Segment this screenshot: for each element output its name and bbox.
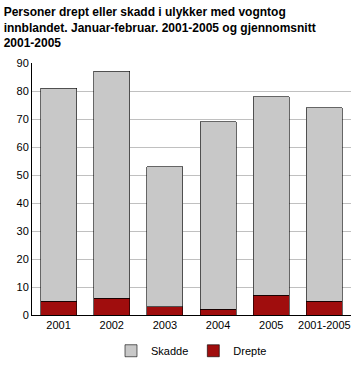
svg-text:50: 50 [17, 169, 29, 181]
svg-text:0: 0 [23, 309, 29, 321]
svg-text:2005: 2005 [259, 319, 283, 331]
svg-text:2001: 2001 [46, 319, 70, 331]
svg-text:30: 30 [17, 225, 29, 237]
svg-text:10: 10 [17, 281, 29, 293]
svg-text:20: 20 [17, 253, 29, 265]
svg-text:2003: 2003 [153, 319, 177, 331]
svg-text:Drepte: Drepte [233, 345, 266, 357]
svg-text:70: 70 [17, 113, 29, 125]
svg-text:Personer drept eller skadd i u: Personer drept eller skadd i ulykker med… [4, 5, 316, 50]
svg-text:Skadde: Skadde [151, 345, 188, 357]
svg-text:80: 80 [17, 85, 29, 97]
svg-text:2001-2005: 2001-2005 [298, 319, 351, 331]
svg-text:2002: 2002 [100, 319, 124, 331]
svg-text:90: 90 [17, 57, 29, 69]
svg-text:60: 60 [17, 141, 29, 153]
svg-text:2004: 2004 [206, 319, 230, 331]
svg-text:40: 40 [17, 197, 29, 209]
